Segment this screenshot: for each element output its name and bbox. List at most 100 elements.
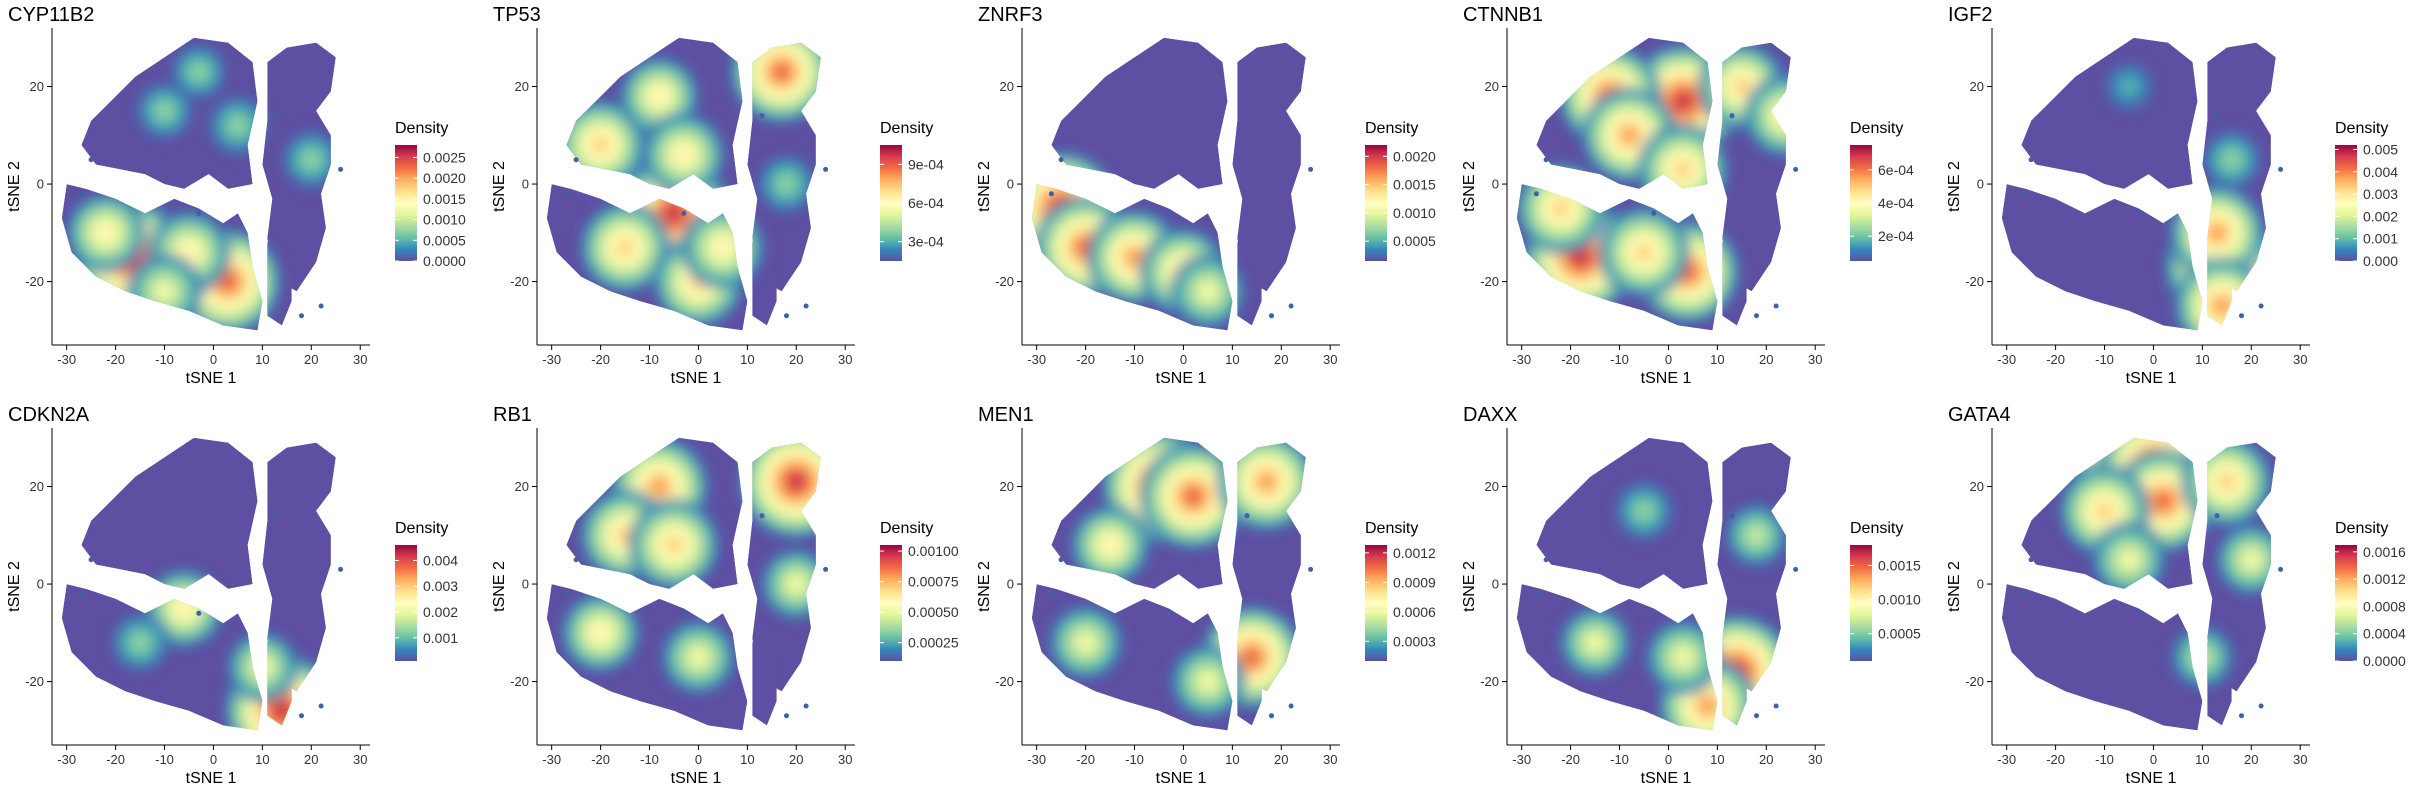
density-field [1516,437,1791,731]
stray-cell [563,591,569,597]
x-tick-label: 0 [2150,352,2157,367]
x-tick-label: 20 [789,352,803,367]
stray-cell [2018,191,2024,197]
stray-cell [803,703,809,709]
legend-tick-label: 0.0012 [1393,545,1436,561]
legend-title: Density [880,520,933,537]
y-tick-label: 0 [1007,577,1014,592]
x-tick-label: -20 [2046,752,2065,767]
x-tick-label: -10 [640,752,659,767]
panel-tp53: TP53 -30 -20 -10 0 10 20 30 -20 0 20 tSNE 1 tSNE 2 De… [491,4,944,387]
x-tick-label: 0 [210,352,217,367]
legend: Density 0.005 0.004 0.003 0.002 0.001 0.000 [2335,120,2398,269]
stray-cell [759,513,765,519]
y-axis-label: tSNE 2 [976,161,993,212]
stray-cell [1754,313,1759,319]
legend-tick-label: 0.0025 [423,149,466,165]
y-axis-label: tSNE 2 [491,561,508,612]
stray-cell [1729,513,1735,519]
stray-cell [1058,157,1064,163]
legend-tick-label: 0.0000 [2363,653,2406,669]
y-tick-label: 20 [30,79,44,94]
hotspot [1595,203,1693,301]
stray-cell [2136,210,2142,216]
stray-cell [318,703,324,709]
stray-cell [338,166,344,172]
hotspot [1721,500,1791,571]
density-field [546,437,821,731]
legend-tick-label: 0.0005 [1393,233,1436,249]
stray-cell [1651,210,1657,216]
hotspot [1610,477,1678,545]
stray-cell [2258,703,2264,709]
legend-tick-label: 0.002 [423,604,458,620]
legend: Density 0.004 0.003 0.002 0.001 [395,520,458,661]
x-axis-label: tSNE 1 [671,370,722,387]
y-tick-label: 20 [1485,79,1499,94]
x-axis-label: tSNE 1 [186,370,237,387]
x-tick-label: -30 [1512,752,1531,767]
x-tick-label: 10 [1710,352,1724,367]
legend: Density 9e-04 6e-04 3e-04 [880,120,944,261]
hotspot [1516,159,1610,257]
legend-tick-label: 0.00100 [908,543,959,559]
x-tick-label: -10 [1610,752,1629,767]
hotspot [757,545,821,624]
x-tick-label: -20 [106,352,125,367]
y-axis-label: tSNE 2 [976,561,993,612]
panel-title: TP53 [493,4,541,26]
legend-title: Density [395,120,448,137]
cell-cluster [81,437,258,589]
x-axis-label: tSNE 1 [2126,770,2177,787]
stray-cell [1166,610,1172,616]
panel-men1: MEN1 -30 -20 -10 0 10 20 30 -20 0 20 tSNE 1 tSNE 2 De… [976,404,1436,787]
stray-cell [1166,210,1172,216]
stray-cell [1651,610,1657,616]
x-tick-label: -10 [1125,752,1144,767]
hotspot [1741,71,1791,161]
x-tick-label: 30 [838,752,852,767]
y-tick-label: 20 [1000,479,1014,494]
stray-cell [1543,157,1549,163]
x-tick-label: 0 [2150,752,2157,767]
legend-tick-label: 4e-04 [1878,195,1914,211]
panel-cyp11b2: CYP11B2 -30 -20 -10 0 10 20 30 -20 0 20 tSNE 1 tSNE … [6,4,466,387]
x-tick-label: 0 [695,352,702,367]
y-tick-label: 20 [1000,79,1014,94]
stray-cell [318,303,324,309]
x-axis-label: tSNE 1 [1156,370,1207,387]
legend: Density 6e-04 4e-04 2e-04 [1850,120,1914,261]
hotspot [1634,120,1732,218]
stray-cell [1244,113,1250,119]
hotspot [2178,437,2276,531]
stray-cell [1308,166,1314,172]
y-tick-label: -20 [510,274,529,289]
hotspot [1137,440,1250,553]
cell-cluster [1051,37,1228,189]
y-tick-label: -20 [1480,674,1499,689]
y-tick-label: 0 [37,577,44,592]
panel-cdkn2a: CDKN2A -30 -20 -10 0 10 20 30 -20 0 20 tSNE 1 tSNE 2… [6,404,458,787]
panel-igf2: IGF2 -30 -20 -10 0 10 20 30 -20 0 20 tSNE 1 tSNE 2 De… [1946,4,2398,387]
x-tick-label: -20 [1076,752,1095,767]
legend-title: Density [1850,120,1903,137]
stray-cell [1773,303,1779,309]
hotspot [2098,56,2160,117]
panel-ctnnb1: CTNNB1 -30 -20 -10 0 10 20 30 -20 0 20 tSNE 1 tSNE 2… [1461,4,1914,387]
x-tick-label: 10 [740,752,754,767]
x-tick-label: 0 [1180,752,1187,767]
legend-tick-label: 0.0015 [423,191,466,207]
stray-cell [78,191,84,197]
legend-tick-label: 0.0000 [423,253,466,269]
legend-title: Density [1850,520,1903,537]
legend-tick-label: 0.00025 [908,635,959,651]
y-tick-label: 20 [515,479,529,494]
panel-gata4: GATA4 -30 -20 -10 0 10 20 30 -20 0 20 tSNE 1 tSNE 2 D… [1946,404,2406,787]
legend-tick-label: 0.0004 [2363,626,2406,642]
hotspot [657,616,740,699]
stray-cell [88,157,94,163]
x-tick-label: 20 [1274,352,1288,367]
legend-tick-label: 0.003 [2363,186,2398,202]
stray-cell [1308,566,1314,572]
y-tick-label: 0 [1977,177,1984,192]
